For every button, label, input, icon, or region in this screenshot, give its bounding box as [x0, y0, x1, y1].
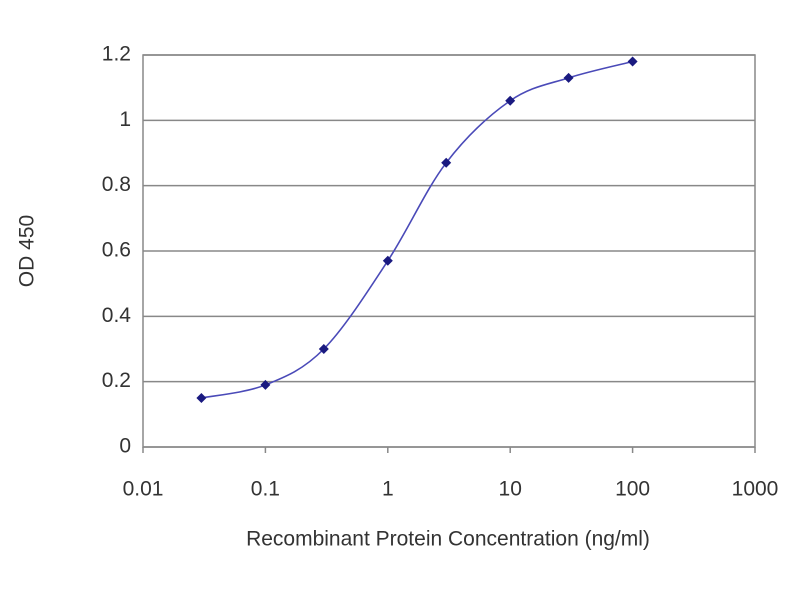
y-tick-label: 1 — [119, 108, 131, 131]
data-point — [318, 344, 329, 354]
x-tick-label: 100 — [615, 478, 650, 501]
curve — [201, 60, 633, 399]
y-tick-label: 0.8 — [102, 173, 131, 196]
y-tick-label: 0.4 — [102, 304, 132, 327]
y-tick-label: 0.2 — [102, 369, 131, 392]
x-tick-label: 1000 — [732, 478, 779, 501]
data-point — [627, 56, 638, 67]
x-tick-label: 1 — [382, 478, 394, 501]
y-axis-label: OD 450 — [16, 215, 39, 287]
x-tick-label: 0.01 — [123, 478, 164, 501]
data-point — [260, 379, 271, 390]
data-point — [563, 72, 574, 83]
y-tick-label: 0 — [119, 435, 131, 458]
data-point — [441, 157, 452, 168]
x-axis-label: Recombinant Protein Concentration (ng/ml… — [246, 528, 650, 551]
data-point — [382, 255, 393, 266]
y-tick-label: 0.6 — [102, 239, 131, 262]
x-tick-label: 0.1 — [251, 478, 280, 501]
data-point — [196, 393, 207, 403]
x-tick-label: 10 — [499, 478, 522, 501]
data-point — [505, 95, 516, 106]
y-tick-label: 1.2 — [102, 43, 131, 66]
